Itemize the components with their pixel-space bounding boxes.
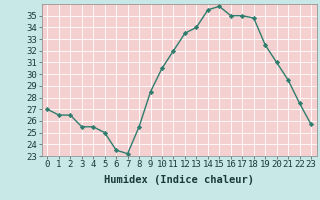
X-axis label: Humidex (Indice chaleur): Humidex (Indice chaleur) (104, 175, 254, 185)
